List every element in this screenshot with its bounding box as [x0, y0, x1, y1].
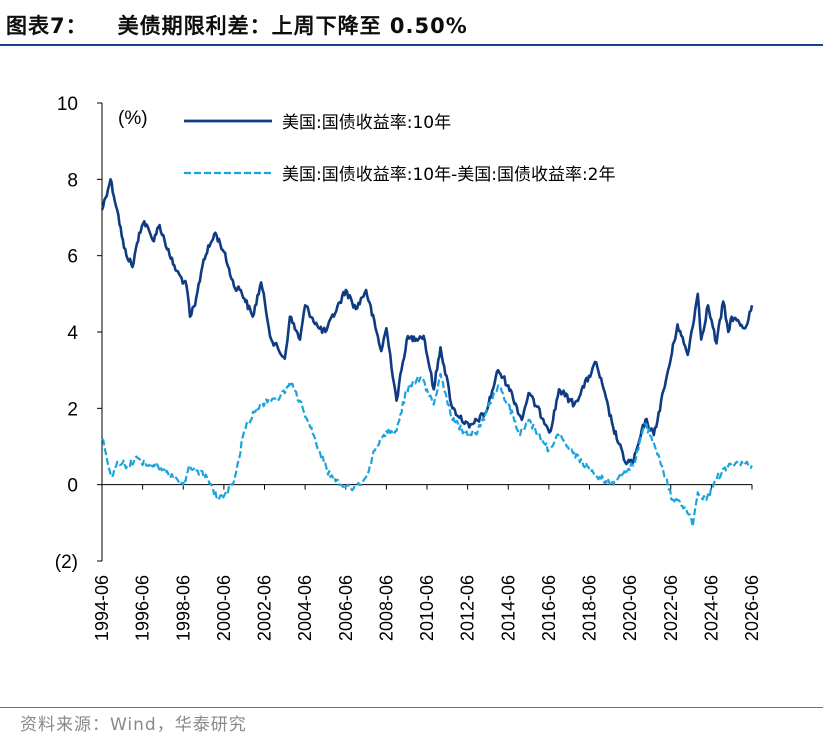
figure-header: 图表7： 美债期限利差：上周下降至 0.50%	[0, 0, 823, 45]
header-rule	[0, 44, 823, 46]
legend-label: 美国:国债收益率:10年-美国:国债收益率:2年	[282, 165, 616, 185]
x-tick-label: 2026-06	[742, 575, 762, 641]
x-tick-label: 2018-06	[580, 575, 600, 641]
x-tick-label: 2002-06	[255, 575, 275, 641]
x-tick-label: 2022-06	[661, 575, 681, 641]
legend-label: 美国:国债收益率:10年	[282, 113, 451, 133]
figure-title: 图表7： 美债期限利差：上周下降至 0.50%	[6, 10, 468, 40]
x-tick-label: 2012-06	[458, 575, 478, 641]
x-tick-label: 2020-06	[620, 575, 640, 641]
x-tick-label: 2024-06	[701, 575, 721, 641]
unit-label: (%)	[118, 108, 148, 129]
y-tick-label: 8	[67, 170, 78, 191]
x-tick-label: 1994-06	[92, 575, 112, 641]
series-line-spread	[101, 372, 753, 528]
y-tick-label: 6	[67, 247, 78, 268]
x-tick-label: 2004-06	[295, 575, 315, 641]
x-tick-label: 1996-06	[133, 575, 153, 641]
series-line-10y	[100, 178, 754, 466]
x-tick-label: 2010-06	[417, 575, 437, 641]
y-tick-label: 4	[67, 323, 78, 344]
x-tick-label: 2014-06	[498, 575, 518, 641]
figure-title-text: 美债期限利差：上周下降至 0.50%	[117, 14, 468, 38]
figure-label: 图表7：	[6, 14, 88, 38]
x-tick-label: 2008-06	[376, 575, 396, 641]
chart-series	[100, 178, 754, 528]
footer-rule	[0, 707, 823, 708]
x-tick-label: 1998-06	[173, 575, 193, 641]
y-tick-label: (2)	[55, 552, 78, 573]
line-chart: (2) 0 2 4 6 8 10 1994-06 1996-06 1998-06 2000-06 20…	[55, 94, 762, 641]
y-tick-label: 10	[57, 94, 78, 115]
x-tick-label: 2016-06	[539, 575, 559, 641]
y-tick-label: 2	[67, 399, 78, 420]
y-tick-label: 0	[67, 476, 78, 497]
source-note: 资料来源：Wind，华泰研究	[20, 715, 247, 735]
x-tick-label: 2006-06	[336, 575, 356, 641]
x-tick-label: 2000-06	[214, 575, 234, 641]
